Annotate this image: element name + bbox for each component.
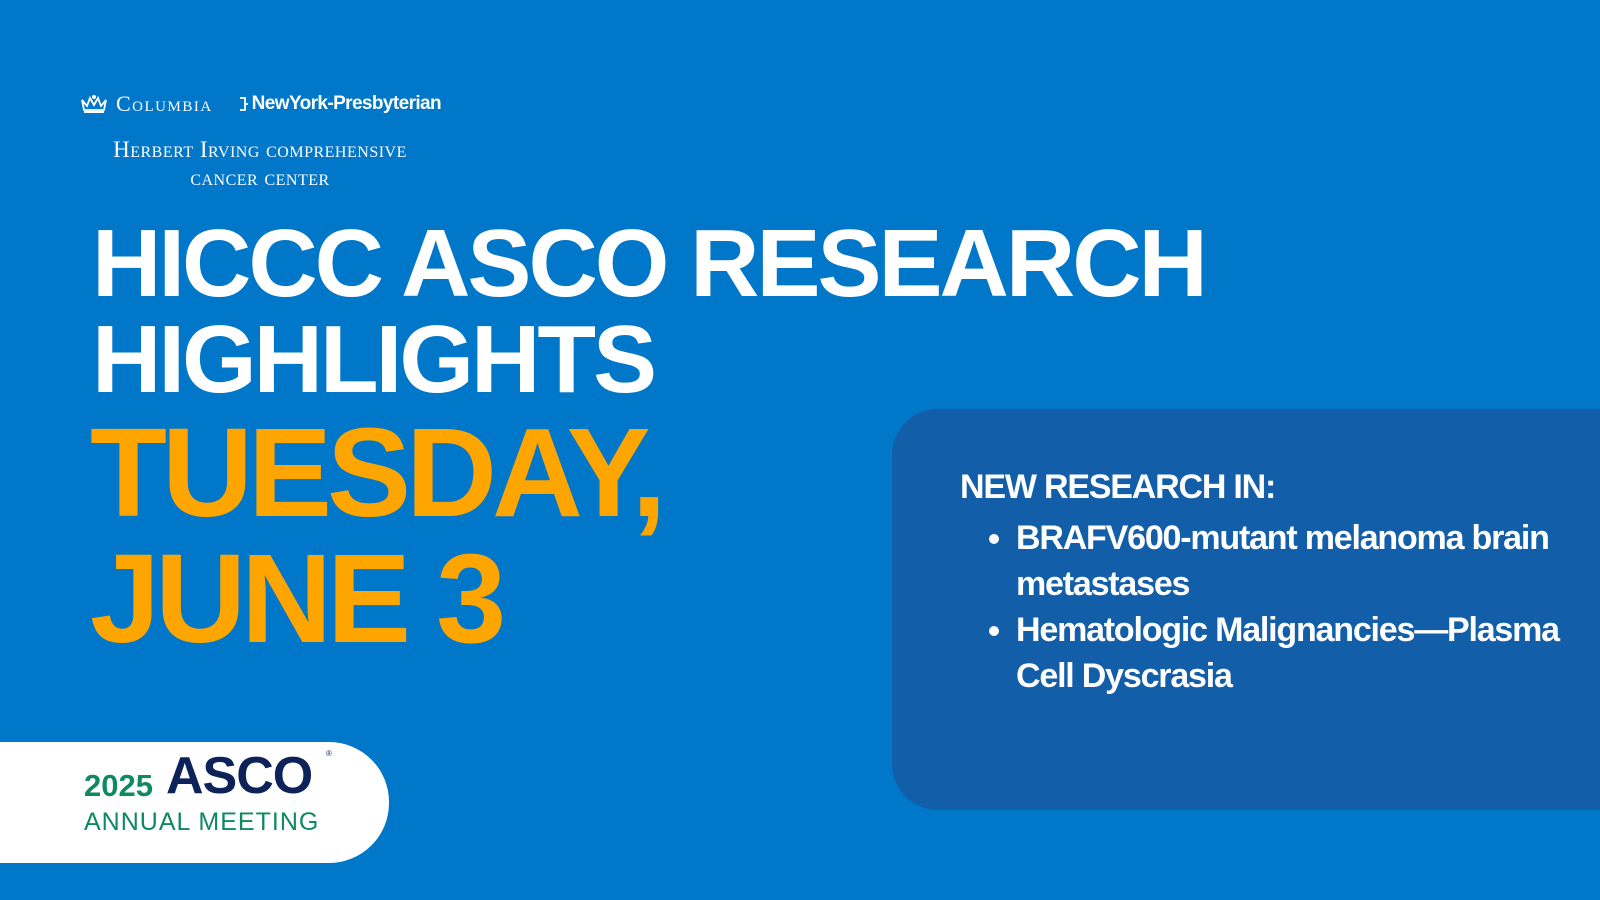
event-date: TUESDAY, JUNE 3 — [90, 402, 667, 669]
asco-subtitle: ANNUAL MEETING — [84, 808, 320, 836]
title-line-1: HICCC ASCO RESEARCH — [92, 210, 1208, 317]
center-line-1: Herbert Irving comprehensive — [113, 137, 407, 162]
cancer-center-name: Herbert Irving comprehensive cancer cent… — [80, 136, 440, 192]
crown-icon — [81, 95, 107, 113]
date-line-1: TUESDAY, — [90, 402, 667, 543]
columbia-logo: Columbia — [80, 92, 213, 116]
panel-heading: NEW RESEARCH IN: — [960, 468, 1276, 506]
nyp-mark-icon — [239, 97, 248, 111]
list-item: BRAFV600-mutant melanoma brain metastase… — [1016, 515, 1600, 607]
title-line-2: HIGHLIGHTS — [92, 306, 657, 413]
nyp-text: NewYork-Presbyterian — [251, 93, 442, 114]
asco-name: ASCO — [166, 747, 313, 805]
columbia-text: Columbia — [116, 91, 213, 116]
nyp-logo: NewYork-Presbyterian — [239, 93, 442, 115]
list-item: Hematologic Malignancies—Plasma Cell Dys… — [1016, 607, 1600, 699]
research-list: BRAFV600-mutant melanoma brain metastase… — [960, 515, 1600, 699]
asco-year: 2025 — [84, 768, 153, 803]
research-panel: NEW RESEARCH IN: BRAFV600-mutant melanom… — [892, 409, 1600, 810]
date-line-2: JUNE 3 — [90, 528, 506, 669]
registered-mark: ® — [326, 749, 332, 758]
page-title: HICCC ASCO RESEARCH HIGHLIGHTS — [92, 210, 1208, 413]
asco-logo-badge: 2025 ASCO ® ANNUAL MEETING — [0, 742, 389, 863]
center-line-2: cancer center — [190, 165, 330, 190]
header-logos: Columbia NewYork-Presbyterian — [80, 92, 442, 116]
